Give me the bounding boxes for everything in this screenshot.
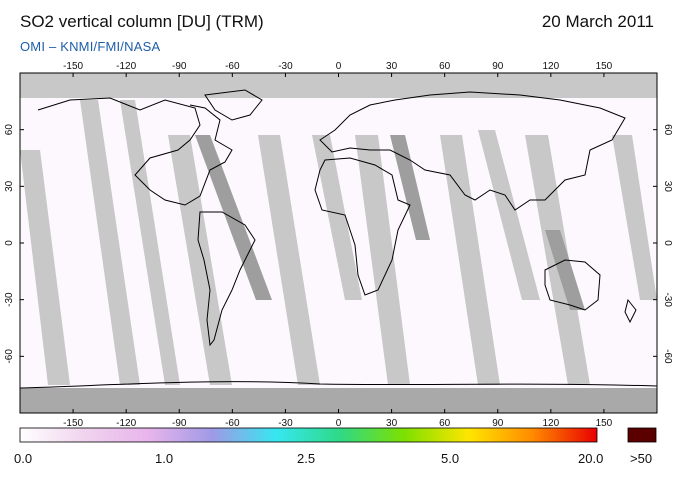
colorbar-label-2: 2.5 [297,451,316,466]
lon-label-bottom: 90 [492,418,504,429]
lat-label-left: 60 [4,124,15,136]
lat-label-right: 0 [662,240,673,246]
orbit-gap-stripes [20,100,657,385]
colorbar-label-5: >50 [630,451,653,466]
map-date: 20 March 2011 [541,12,654,31]
eurasia-coastline [319,91,626,211]
lon-label-bottom: 60 [439,418,451,429]
colorbar-label-4: 20.0 [578,451,604,466]
map-axes: -150 -150 -120 -120 -90 -90 -60 -60 -30 -30 0 0 30 30… [4,61,673,429]
lon-label-bottom: 150 [596,418,613,429]
north-polar-nodata [20,73,657,98]
orbit-gap-stripe [355,135,410,385]
colorbar [19,427,598,443]
coastlines [20,89,657,389]
orbit-gap-stripe [80,100,140,385]
orbit-gap-stripe [440,135,500,385]
lat-label-left: 0 [4,240,15,246]
lon-label-bottom: -30 [278,418,293,429]
orbit-gap-stripe [258,135,320,385]
lon-label-top: -60 [225,61,240,72]
orbit-gap-stripe [390,135,430,240]
lon-label-bottom: -60 [225,418,240,429]
orbit-gap-stripe [312,135,362,300]
lon-label-top: -120 [116,61,136,72]
orbit-gap-stripe [545,230,585,310]
lat-label-right: 30 [662,181,673,193]
lon-label-bottom: 30 [386,418,398,429]
lat-label-left: -60 [4,349,15,364]
lon-label-top: 60 [439,61,451,72]
orbit-gap-stripe [120,100,180,385]
lon-label-top: 0 [336,61,342,72]
new-zealand-coastline [624,298,637,324]
lon-label-bottom: -90 [172,418,187,429]
colorbar-over-swatch [627,427,657,443]
africa-coastline [314,157,411,296]
lat-label-left: -30 [4,292,15,307]
lat-label-right: -30 [662,292,673,307]
lon-label-top: 150 [596,61,613,72]
north-america-coastline [37,97,233,206]
map-title: SO2 vertical column [DU] (TRM) [20,12,264,31]
orbit-gap-stripe [20,150,70,385]
lat-label-left: 30 [4,180,15,192]
orbit-gap-stripe [612,135,657,300]
orbit-gap-stripe [168,135,232,385]
antarctica-coastline [20,381,657,389]
lon-label-top: -90 [172,61,187,72]
lon-label-top: 90 [492,61,504,72]
australia-coastline [544,259,601,311]
orbit-gap-stripe [195,135,272,300]
lon-label-bottom: 120 [542,418,559,429]
lon-label-top: 120 [542,61,559,72]
colorbar-label-0: 0.0 [14,451,33,466]
lat-label-right: 60 [662,124,673,136]
orbit-gap-stripe [478,130,540,300]
lon-label-top: -30 [278,61,293,72]
lon-label-top: -150 [63,61,83,72]
lat-label-right: -60 [662,349,673,364]
colorbar-label-3: 5.0 [441,451,460,466]
lon-label-bottom: 0 [336,418,342,429]
south-america-coastline [197,211,256,347]
data-source-credit: OMI – KNMI/FMI/NASA [20,39,161,54]
lon-label-bottom: -120 [116,418,136,429]
lon-label-top: 30 [386,61,398,72]
south-polar-nodata [20,388,657,413]
greenland-coastline [204,89,263,121]
colorbar-label-1: 1.0 [155,451,174,466]
lon-label-bottom: -150 [63,418,83,429]
